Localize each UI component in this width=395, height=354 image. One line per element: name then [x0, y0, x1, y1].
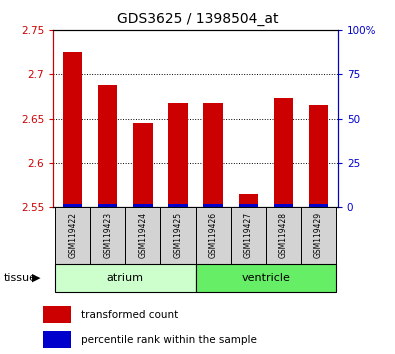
Bar: [90, 207, 125, 264]
Text: ventricle: ventricle: [241, 273, 290, 283]
Bar: [203, 204, 223, 207]
Bar: [309, 105, 328, 207]
Text: percentile rank within the sample: percentile rank within the sample: [81, 335, 257, 344]
Bar: [133, 204, 152, 207]
Bar: [274, 98, 293, 207]
Bar: [160, 207, 196, 264]
Bar: [55, 207, 90, 264]
Bar: [43, 306, 71, 323]
Bar: [239, 204, 258, 207]
Bar: [196, 207, 231, 264]
Text: GSM119425: GSM119425: [173, 212, 182, 258]
Text: GSM119426: GSM119426: [209, 212, 218, 258]
Bar: [55, 264, 196, 292]
Bar: [239, 194, 258, 207]
Text: GSM119422: GSM119422: [68, 212, 77, 258]
Bar: [196, 264, 336, 292]
Bar: [309, 204, 328, 207]
Bar: [274, 204, 293, 207]
Text: atrium: atrium: [107, 273, 144, 283]
Bar: [301, 207, 336, 264]
Text: ▶: ▶: [32, 273, 41, 283]
Bar: [266, 207, 301, 264]
Text: transformed count: transformed count: [81, 310, 179, 320]
Bar: [203, 103, 223, 207]
Bar: [63, 52, 82, 207]
Bar: [98, 204, 117, 207]
Bar: [98, 85, 117, 207]
Text: GSM119427: GSM119427: [244, 212, 253, 258]
Text: GDS3625 / 1398504_at: GDS3625 / 1398504_at: [117, 12, 278, 27]
Text: GSM119424: GSM119424: [138, 212, 147, 258]
Bar: [125, 207, 160, 264]
Text: tissue: tissue: [4, 273, 37, 283]
Text: GSM119429: GSM119429: [314, 212, 323, 258]
Bar: [133, 123, 152, 207]
Bar: [43, 331, 71, 348]
Bar: [168, 103, 188, 207]
Bar: [231, 207, 266, 264]
Text: GSM119428: GSM119428: [279, 212, 288, 258]
Bar: [168, 204, 188, 207]
Text: GSM119423: GSM119423: [103, 212, 112, 258]
Bar: [63, 204, 82, 207]
